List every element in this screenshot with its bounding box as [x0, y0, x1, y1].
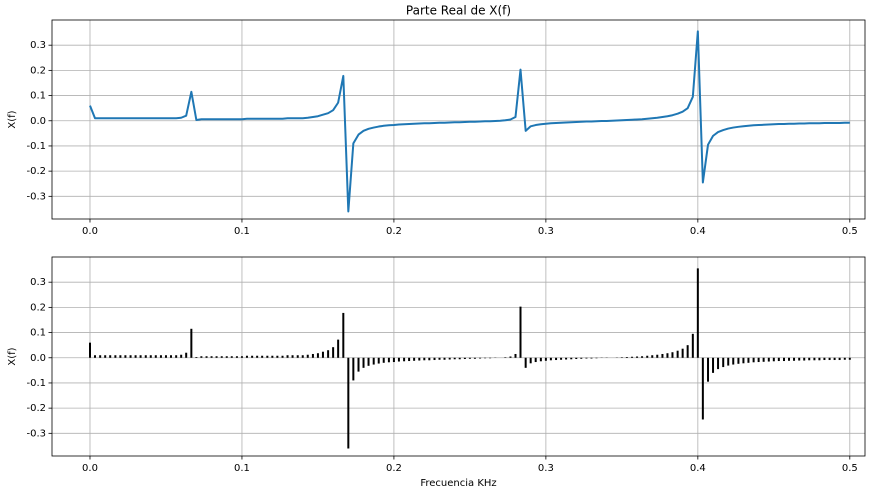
x-tick-label: 0.3: [538, 226, 554, 237]
y-tick-label: -0.2: [26, 403, 46, 414]
y-tick-label: 0.2: [30, 65, 46, 76]
x-tick-label: 0.5: [842, 463, 858, 474]
y-tick-label: -0.1: [26, 141, 46, 152]
x-tick-label: 0.4: [690, 226, 706, 237]
axes-frame: [51, 19, 866, 220]
y-tick-label: 0.3: [30, 40, 46, 51]
y-tick-label: -0.3: [26, 191, 46, 202]
y-tick-label: 0.0: [30, 116, 46, 127]
x-tick-label: 0.2: [386, 463, 402, 474]
chart-title: Parte Real de X(f): [406, 4, 511, 18]
x-axis-label: Frecuencia KHz: [420, 478, 496, 489]
x-tick-label: 0.4: [690, 463, 706, 474]
x-tick-label: 0.0: [82, 226, 98, 237]
x-tick-label: 0.1: [234, 226, 250, 237]
y-tick-label: 0.0: [30, 353, 46, 364]
y-tick-label: 0.2: [30, 302, 46, 313]
axes-frame: [51, 256, 866, 457]
x-tick-label: 0.0: [82, 463, 98, 474]
y-axis-label: X(f): [7, 347, 18, 365]
y-tick-label: 0.3: [30, 277, 46, 288]
x-tick-label: 0.3: [538, 463, 554, 474]
x-tick-label: 0.2: [386, 226, 402, 237]
y-tick-label: -0.2: [26, 166, 46, 177]
data-line: [89, 30, 850, 213]
y-tick-label: 0.1: [30, 328, 46, 339]
y-tick-label: 0.1: [30, 91, 46, 102]
y-tick-label: -0.1: [26, 378, 46, 389]
y-axis-label: X(f): [7, 110, 18, 128]
x-tick-label: 0.1: [234, 463, 250, 474]
x-tick-label: 0.5: [842, 226, 858, 237]
y-tick-label: -0.3: [26, 428, 46, 439]
